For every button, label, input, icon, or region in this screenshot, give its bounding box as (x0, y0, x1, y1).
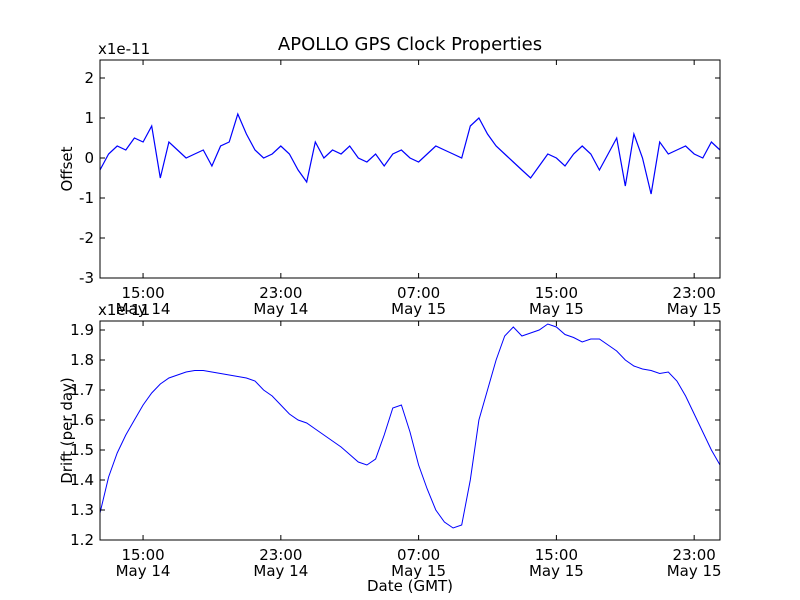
series-line (100, 323, 720, 529)
x-tick-label-time: 15:00 (535, 284, 578, 302)
x-tick-label-time: 15:00 (535, 546, 578, 564)
y-tick-label: 1.7 (70, 381, 94, 399)
x-tick-label-time: 23:00 (673, 546, 716, 564)
y-axis-label: Offset (58, 146, 76, 191)
y-tick-label: 1.3 (70, 501, 94, 519)
x-tick-label-time: 07:00 (397, 546, 440, 564)
axes-frame (99, 59, 721, 279)
y-tick-label: 2 (84, 69, 94, 87)
x-tick-label-date: May 15 (391, 562, 446, 580)
y-tick-label: 1.2 (70, 531, 94, 549)
x-tick-label-time: 23:00 (259, 284, 302, 302)
y-tick-label: 0 (84, 149, 94, 167)
y-multiplier: x1e-11 (98, 40, 150, 58)
x-tick-label-date: May 15 (667, 562, 722, 580)
x-tick-label-time: 23:00 (673, 284, 716, 302)
y-tick-label: 1.8 (70, 351, 94, 369)
x-tick-label-date: May 15 (529, 562, 584, 580)
x-tick-label-time: 15:00 (121, 546, 164, 564)
y-tick-label: 1.9 (70, 321, 94, 339)
x-tick-label-date: May 14 (253, 300, 308, 318)
x-tick-label-date: May 15 (391, 300, 446, 318)
y-tick-label: -1 (79, 189, 94, 207)
y-multiplier: x1e-11 (98, 301, 150, 319)
x-tick-label-time: 23:00 (259, 546, 302, 564)
x-axis-label: Date (GMT) (367, 577, 453, 595)
y-axis-label: Drift (per day) (58, 377, 76, 484)
y-tick-label: 1.5 (70, 441, 94, 459)
x-tick-label-date: May 15 (529, 300, 584, 318)
x-tick-label-date: May 14 (253, 562, 308, 580)
x-tick-label-date: May 14 (116, 300, 171, 318)
y-tick-label: -2 (79, 229, 94, 247)
y-tick-label: 1.6 (70, 411, 94, 429)
series-line (100, 112, 720, 195)
x-tick-label-time: 15:00 (121, 284, 164, 302)
x-tick-label-date: May 14 (116, 562, 171, 580)
chart-title: APOLLO GPS Clock Properties (278, 34, 542, 55)
axes-frame (99, 320, 721, 541)
x-tick-label-time: 07:00 (397, 284, 440, 302)
y-tick-label: 1 (84, 109, 94, 127)
y-tick-label: -3 (79, 269, 94, 287)
x-tick-label-date: May 15 (667, 300, 722, 318)
y-tick-label: 1.4 (70, 471, 94, 489)
